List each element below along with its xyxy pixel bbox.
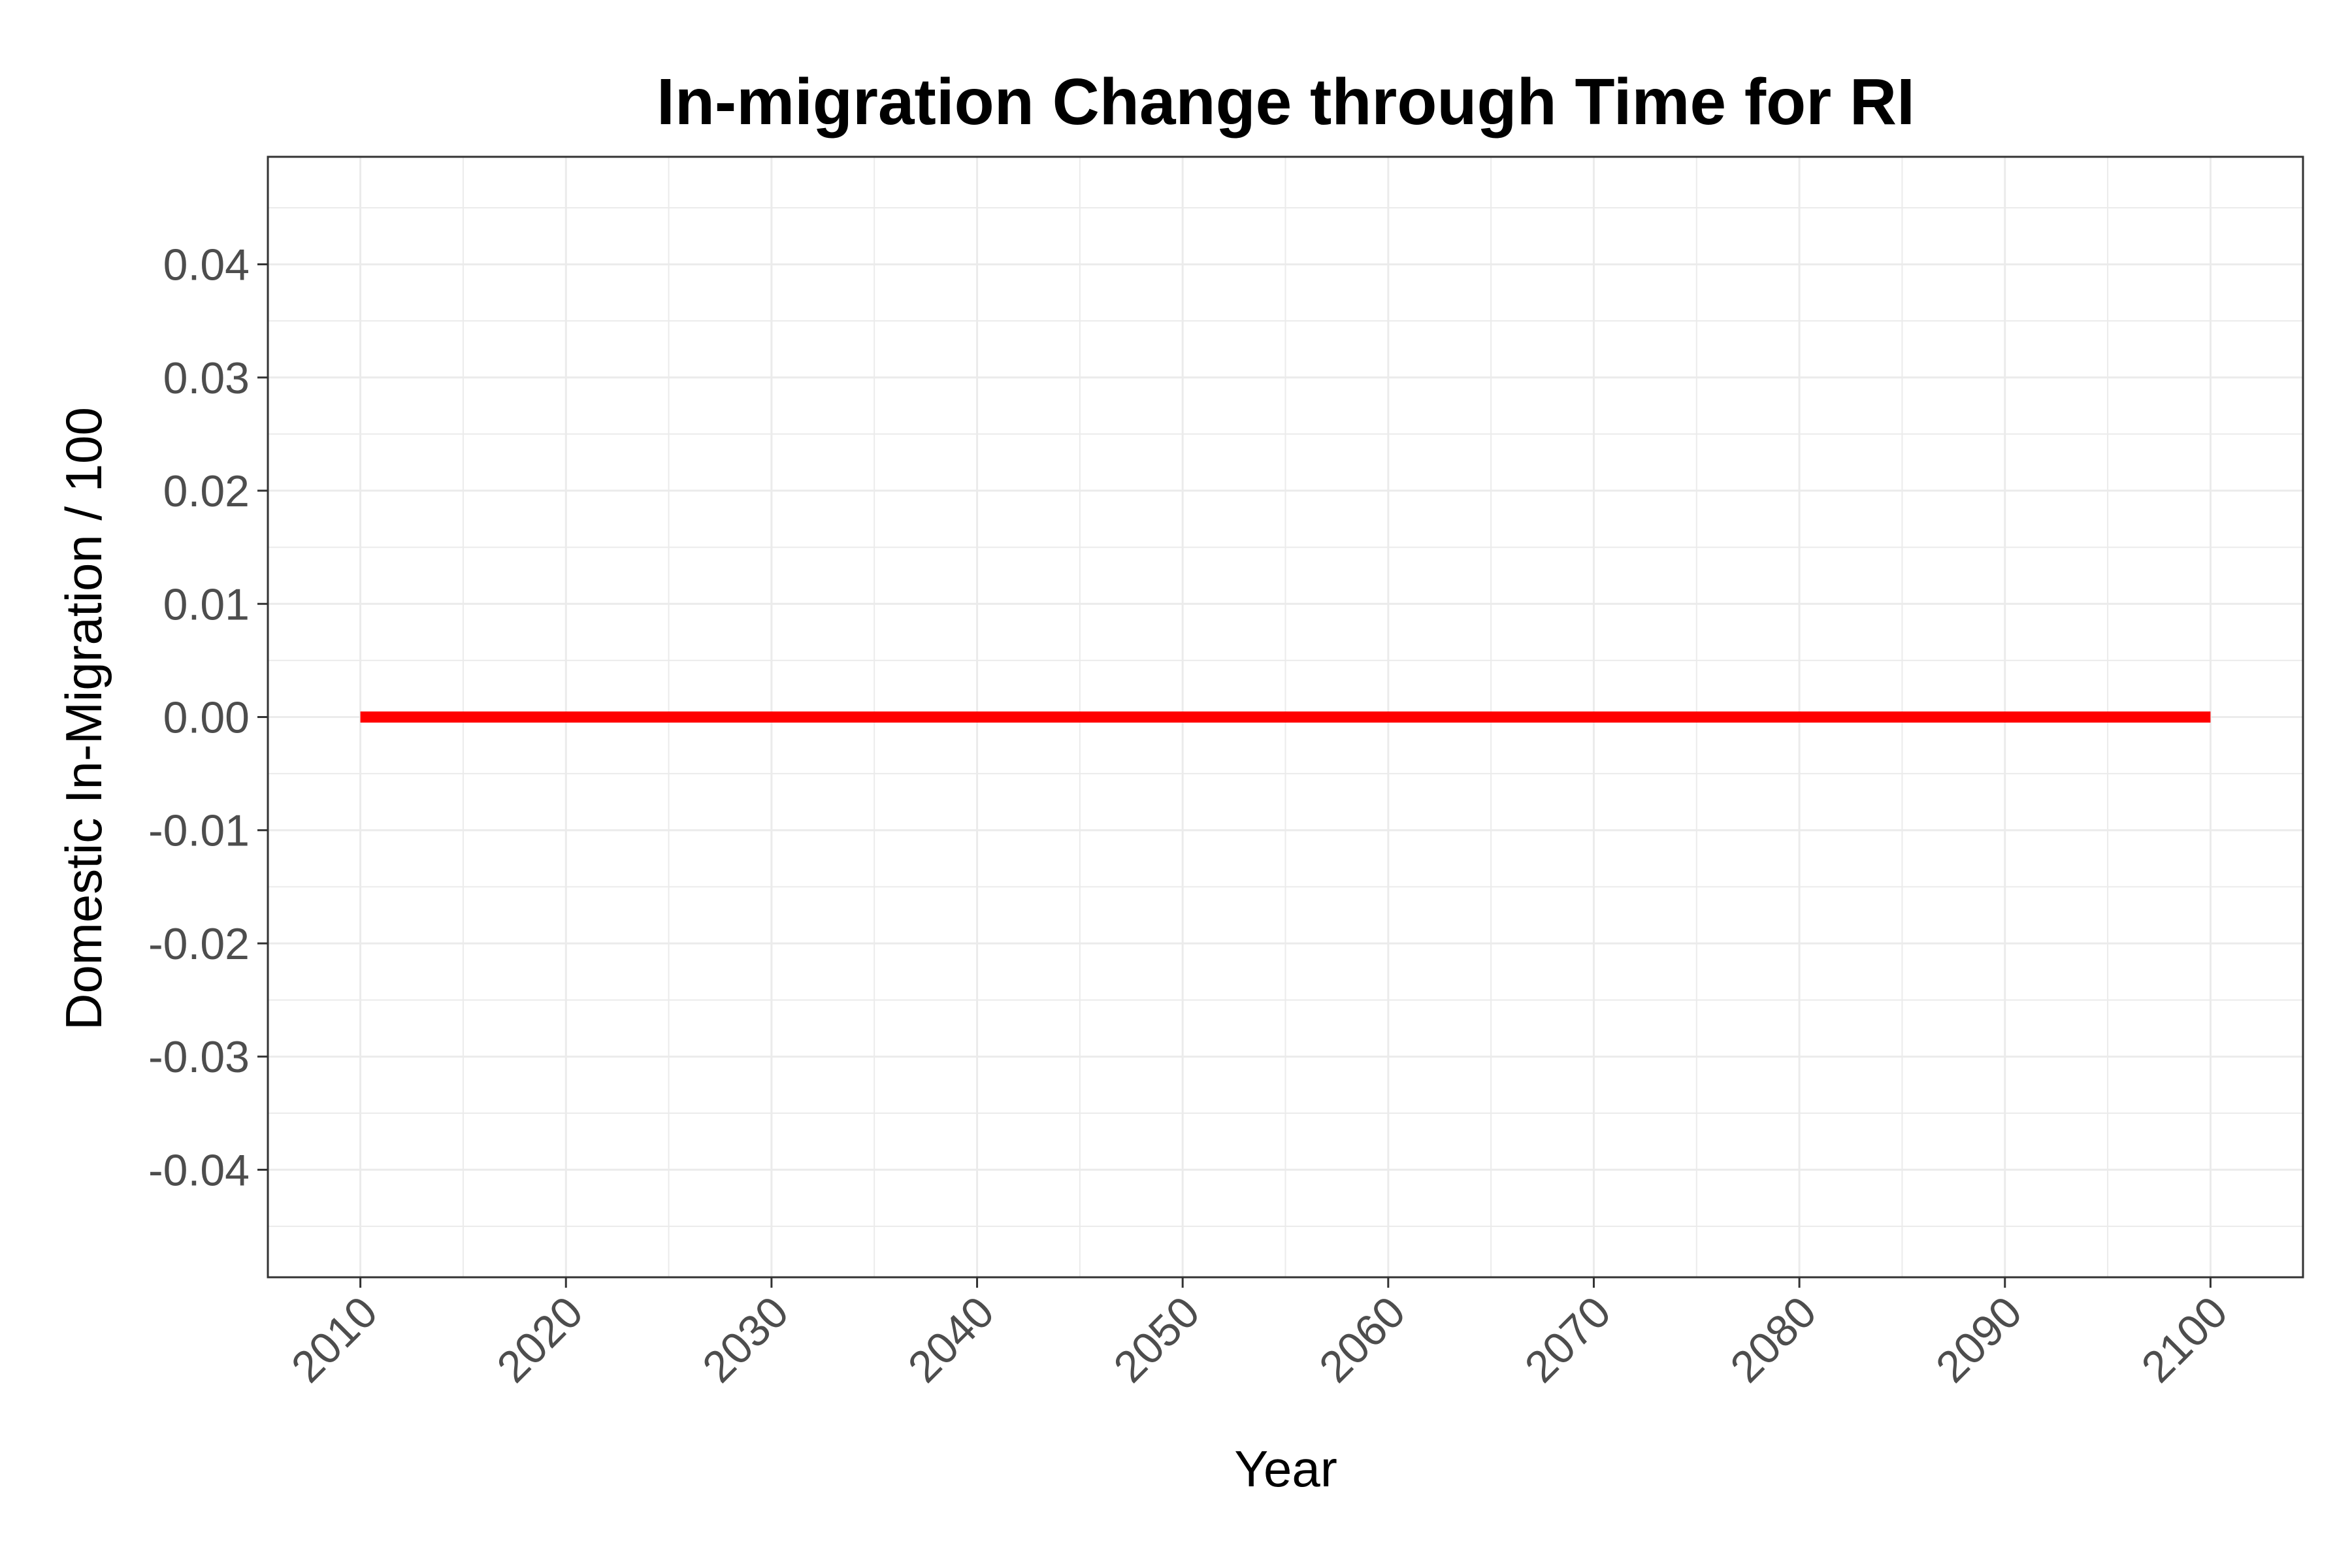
y-axis: -0.04 -0.03 -0.02 -0.01 0.00 0.01 0.02 0.03 0.04	[148, 240, 268, 1195]
chart-title: In-migration Change through Time for RI	[657, 65, 1915, 139]
y-tick-label: 0.00	[163, 693, 250, 743]
y-tick-label: -0.03	[148, 1032, 250, 1082]
grid-minor	[268, 157, 2303, 1277]
y-tick-label: 0.01	[163, 580, 250, 629]
y-tick-label: -0.04	[148, 1145, 250, 1195]
y-tick-label: 0.02	[163, 466, 250, 516]
y-axis-label: Domestic In-Migration / 100	[55, 407, 112, 1030]
y-tick-label: -0.01	[148, 806, 250, 856]
y-tick-label: 0.04	[163, 240, 250, 290]
x-axis-label: Year	[1234, 1440, 1337, 1497]
y-tick-label: 0.03	[163, 353, 250, 403]
y-tick-label: -0.02	[148, 919, 250, 969]
plot-area	[267, 155, 2304, 1279]
